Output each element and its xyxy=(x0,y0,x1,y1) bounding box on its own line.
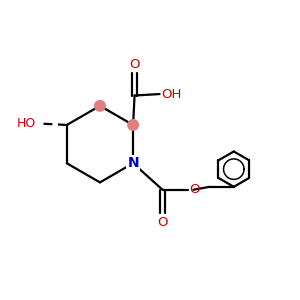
Text: HO: HO xyxy=(17,117,37,130)
Circle shape xyxy=(128,120,138,130)
Text: O: O xyxy=(157,216,168,229)
Text: O: O xyxy=(189,183,200,196)
Text: N: N xyxy=(127,156,139,170)
Text: OH: OH xyxy=(161,88,182,100)
Text: O: O xyxy=(129,58,140,71)
Circle shape xyxy=(94,100,105,111)
